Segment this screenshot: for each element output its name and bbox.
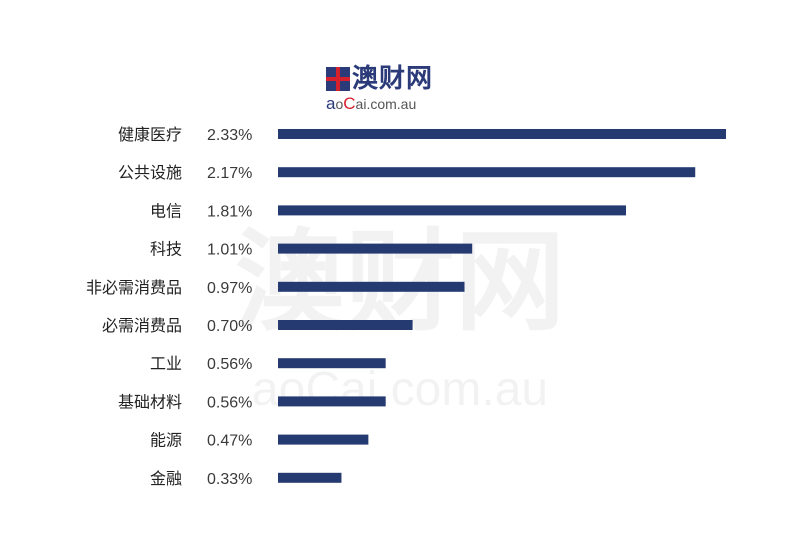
value-label: 0.70% (207, 318, 252, 335)
bar (278, 281, 465, 292)
value-label: 0.56% (207, 394, 252, 411)
category-label: 能源 (150, 431, 182, 450)
category-label: 科技 (150, 240, 182, 259)
category-label: 电信 (150, 201, 182, 220)
logo-main: 澳财网 (326, 64, 436, 94)
category-label: 健康医疗 (118, 125, 182, 144)
bar (278, 243, 473, 254)
logo-url: aoCai.com.au (326, 95, 436, 113)
category-label: 必需消费品 (102, 316, 182, 335)
category-label: 金融 (150, 469, 182, 488)
logo-name: 澳财网 (352, 64, 434, 94)
bar (278, 396, 386, 407)
value-label: 1.81% (207, 203, 252, 220)
bar (278, 320, 413, 330)
logo-url-part4: ai.com.au (355, 96, 417, 112)
value-label: 0.47% (207, 433, 252, 450)
bar (278, 205, 627, 216)
value-label: 0.97% (207, 280, 252, 297)
logo: 澳财网 aoCai.com.au (326, 64, 436, 113)
category-label: 工业 (150, 354, 182, 373)
value-label: 1.01% (207, 242, 252, 259)
bar (278, 129, 726, 139)
logo-url-part1: a (326, 94, 336, 113)
value-label: 2.33% (207, 127, 252, 144)
bar (278, 358, 386, 369)
bar (278, 472, 342, 483)
bar (278, 167, 696, 178)
category-label: 公共设施 (118, 163, 182, 182)
value-label: 0.33% (207, 471, 252, 488)
australian-flag-icon (326, 67, 350, 91)
category-label: 基础材料 (118, 392, 182, 411)
category-label: 非必需消费品 (86, 278, 182, 297)
logo-url-part3: C (343, 94, 356, 113)
logo-url-part2: o (335, 96, 344, 112)
value-label: 2.17% (207, 165, 252, 182)
value-label: 0.56% (207, 356, 252, 373)
bar (278, 434, 369, 445)
